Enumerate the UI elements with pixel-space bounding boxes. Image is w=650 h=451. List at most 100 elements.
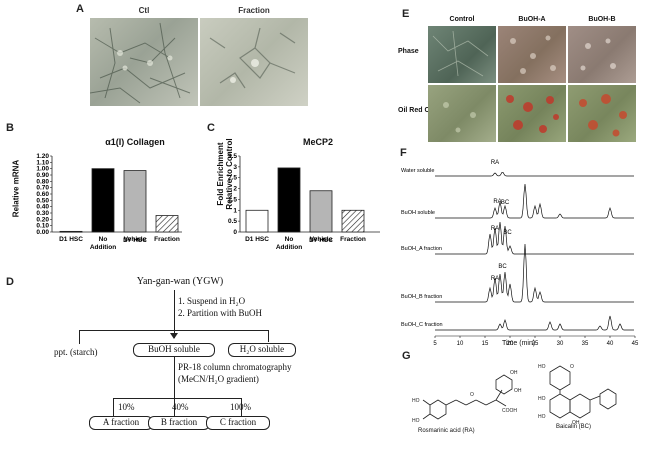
- y-tick-label: 1.00: [36, 166, 49, 173]
- y-tick-label: 1.20: [36, 153, 49, 160]
- trace-label: BuOH_C fraction: [401, 322, 443, 328]
- y-tick-label: 0.90: [36, 172, 49, 179]
- chart-b: 0.000.100.200.300.400.500.600.700.800.90…: [36, 153, 182, 251]
- svg-text:O: O: [570, 364, 574, 370]
- d-fa-box: A fraction: [89, 416, 153, 430]
- y-tick-label: 3: [233, 164, 237, 171]
- svg-text:HO: HO: [538, 396, 546, 402]
- bar-3: [341, 209, 365, 233]
- f-x-tick-label: 10: [457, 341, 464, 347]
- chemical-structures: HO HO OH OH COOH O HO O HO HO OH: [412, 364, 617, 426]
- bar-1: [277, 167, 301, 233]
- bar-2: [309, 190, 333, 233]
- g-ra-label: Rosmarinic acid (RA): [418, 428, 475, 434]
- group-label: D7 HSC: [309, 237, 333, 244]
- y-tick-label: 0.40: [36, 204, 49, 211]
- peak-label: BC: [503, 230, 512, 236]
- x-tick-label: D1 HSC: [59, 236, 83, 243]
- peak-label: RA: [491, 226, 499, 232]
- e-row-phase: Phase: [398, 48, 419, 55]
- svg-text:O: O: [470, 392, 474, 398]
- e-phase-buoh-b: [568, 26, 636, 83]
- trace-label: BuOH_A fraction: [401, 246, 442, 252]
- svg-text:OH: OH: [514, 388, 522, 394]
- y-tick-label: 0.5: [228, 218, 237, 225]
- y-tick-label: 0.00: [36, 229, 49, 236]
- y-tick-label: 1.10: [36, 159, 49, 166]
- svg-text:COOH: COOH: [502, 408, 517, 414]
- panel-letter-a: A: [76, 3, 84, 15]
- f-x-tick-label: 15: [482, 341, 489, 347]
- f-x-tick-label: 25: [532, 341, 539, 347]
- panel-letter-b: B: [6, 122, 14, 134]
- bar-0: [245, 209, 269, 233]
- bar-1: [91, 168, 115, 233]
- trace-label: Water soluble: [401, 168, 434, 174]
- y-tick-label: 0.10: [36, 223, 49, 230]
- svg-text:OH: OH: [572, 420, 580, 426]
- d-p10: 10%: [118, 402, 135, 412]
- d-p100: 100%: [230, 402, 251, 412]
- bar-0: [59, 230, 83, 233]
- trace-label: BuOH soluble: [401, 210, 435, 216]
- x-tick-label: Vehicle: [124, 236, 147, 243]
- x-tick-label: No: [285, 236, 294, 243]
- label-ctl: Ctl: [138, 6, 150, 15]
- f-x-tick-label: 5: [433, 341, 437, 347]
- d-col2: (MeCN/H₂O gradient): [178, 374, 259, 384]
- x-tick-label: Addition: [90, 244, 116, 251]
- svg-text:HO: HO: [412, 398, 420, 404]
- f-x-tick-label: 20: [507, 341, 514, 347]
- panel-letter-d: D: [6, 276, 14, 288]
- panel-letter-g: G: [402, 350, 411, 362]
- panel-letter-f: F: [400, 147, 407, 159]
- svg-text:HO: HO: [538, 364, 546, 370]
- f-xlabel: Time (min): [502, 340, 536, 347]
- y-tick-label: 3.5: [228, 153, 237, 160]
- d-ppt: ppt. (starch): [54, 347, 98, 357]
- d-p40: 40%: [172, 402, 189, 412]
- d-h2o-box: H₂O soluble: [228, 343, 296, 357]
- panel-letter-c: C: [207, 122, 215, 134]
- x-tick-label: Fraction: [340, 236, 366, 243]
- e-phase-buoh-a: [498, 26, 566, 83]
- e-oilred-buoh-b: [568, 85, 636, 142]
- y-tick-label: 0: [233, 229, 237, 236]
- label-fraction: Fraction: [238, 6, 270, 15]
- trace-1: [435, 183, 634, 219]
- e-oilred-buoh-a: [498, 85, 566, 142]
- trace-4: [435, 315, 634, 331]
- group-label: D7 HSC: [123, 237, 147, 244]
- trace-3: [435, 243, 634, 303]
- y-tick-label: 2: [233, 186, 237, 193]
- y-tick-label: 0.60: [36, 191, 49, 198]
- peak-label: BC: [501, 200, 510, 206]
- f-x-tick-label: 45: [632, 341, 639, 347]
- trace-label: BuOH_B fraction: [401, 294, 442, 300]
- micrograph-ctl: [90, 18, 198, 106]
- panel-letter-e: E: [402, 8, 410, 20]
- d-fb-box: B fraction: [148, 416, 210, 430]
- svg-text:OH: OH: [510, 370, 518, 376]
- trace-2: [435, 221, 634, 255]
- y-tick-label: 0.50: [36, 197, 49, 204]
- micrograph-fraction: [200, 18, 308, 106]
- x-tick-label: Fraction: [154, 236, 180, 243]
- chromatograms: Water soluble BuOH soluble BuOH_A fraction…: [401, 160, 639, 347]
- chart-c-title: MeCP2: [302, 137, 333, 147]
- peak-label: RA: [491, 160, 499, 166]
- y-tick-label: 0.30: [36, 210, 49, 217]
- y-tick-label: 1: [233, 207, 237, 214]
- peak-label: RA: [491, 276, 499, 282]
- e-col-buoh-a: BuOH-A: [518, 16, 546, 23]
- y-tick-label: 0.70: [36, 185, 49, 192]
- y-tick-label: 2.5: [228, 175, 237, 182]
- d-top: Yan-gan-wan (YGW): [136, 276, 224, 287]
- x-tick-label: D1 HSC: [245, 236, 269, 243]
- y-tick-label: 1.5: [228, 196, 237, 203]
- bar-2: [123, 170, 147, 233]
- e-oilred-control: [428, 85, 496, 142]
- d-step2: 2. Partition with BuOH: [178, 308, 263, 318]
- x-tick-label: Vehicle: [310, 236, 333, 243]
- f-x-tick-label: 40: [607, 341, 614, 347]
